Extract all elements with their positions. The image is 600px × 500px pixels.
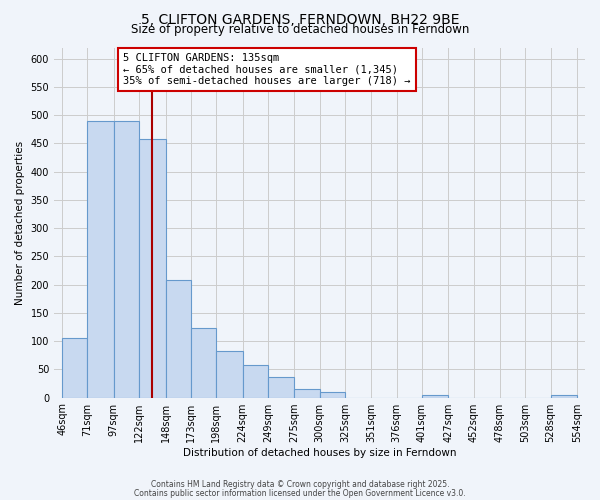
Text: Contains HM Land Registry data © Crown copyright and database right 2025.: Contains HM Land Registry data © Crown c… [151, 480, 449, 489]
Bar [242, 365, 268, 398]
Y-axis label: Number of detached properties: Number of detached properties [15, 140, 25, 304]
Bar [320, 392, 345, 398]
Bar [268, 378, 294, 398]
Text: Size of property relative to detached houses in Ferndown: Size of property relative to detached ho… [131, 22, 469, 36]
Bar [216, 352, 242, 398]
X-axis label: Distribution of detached houses by size in Ferndown: Distribution of detached houses by size … [183, 448, 456, 458]
Bar [422, 395, 448, 398]
Bar [191, 328, 216, 398]
Bar [294, 389, 320, 398]
Bar [114, 121, 139, 398]
Text: 5 CLIFTON GARDENS: 135sqm
← 65% of detached houses are smaller (1,345)
35% of se: 5 CLIFTON GARDENS: 135sqm ← 65% of detac… [123, 53, 410, 86]
Text: 5, CLIFTON GARDENS, FERNDOWN, BH22 9BE: 5, CLIFTON GARDENS, FERNDOWN, BH22 9BE [141, 12, 459, 26]
Text: Contains public sector information licensed under the Open Government Licence v3: Contains public sector information licen… [134, 488, 466, 498]
Bar [139, 139, 166, 398]
Bar [551, 395, 577, 398]
Bar [88, 121, 114, 398]
Bar [166, 280, 191, 398]
Bar [62, 338, 88, 398]
